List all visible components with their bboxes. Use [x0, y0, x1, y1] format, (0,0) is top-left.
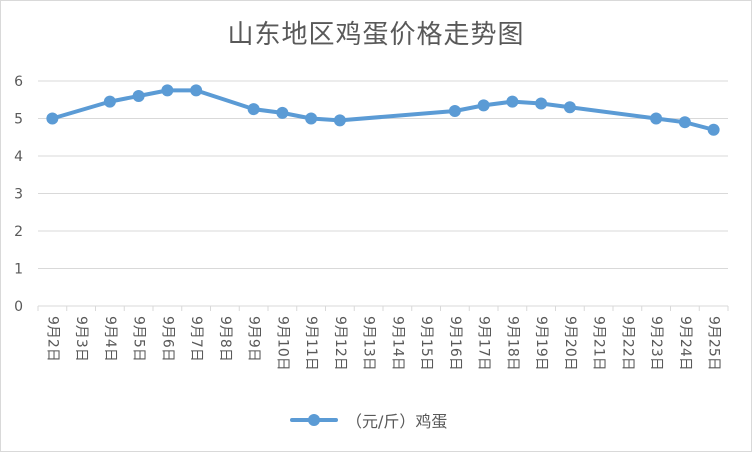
y-axis-ticks: 0 1 2 3 4 5 6 [14, 74, 23, 315]
data-point[interactable] [276, 106, 289, 119]
x-tick-label: 9月3日 [73, 316, 89, 362]
x-tick-label: 9月6日 [159, 316, 175, 362]
x-tick-label: 9月19日 [533, 316, 549, 371]
x-tick-label: 9月7日 [188, 316, 204, 362]
legend[interactable]: （元/斤）鸡蛋 [290, 408, 447, 432]
y-tick-label: 5 [14, 112, 23, 128]
x-tick-label: 9月25日 [706, 316, 722, 371]
data-point[interactable] [707, 123, 720, 136]
x-tick-label: 9月4日 [102, 316, 118, 362]
data-point[interactable] [132, 90, 145, 102]
data-point[interactable] [46, 112, 59, 125]
gridlines [38, 80, 728, 269]
y-tick-label: 6 [14, 74, 23, 90]
chart-title: 山东地区鸡蛋价格走势图 [227, 20, 525, 50]
data-point[interactable] [506, 95, 519, 108]
data-point[interactable] [448, 105, 461, 117]
y-tick-label: 4 [14, 149, 23, 165]
series-egg-price [46, 84, 720, 136]
x-tick-label: 9月16日 [447, 316, 463, 371]
x-tick-label: 9月23日 [648, 316, 664, 371]
x-tick-label: 9月5日 [131, 316, 147, 362]
x-tick-label: 9月18日 [504, 316, 520, 371]
x-tick-label: 9月21日 [591, 316, 607, 371]
x-tick-label: 9月14日 [389, 316, 405, 371]
x-tick-label: 9月22日 [619, 316, 635, 371]
data-point[interactable] [535, 97, 548, 110]
x-tick-label: 9月8日 [217, 316, 233, 362]
legend-dot [308, 414, 320, 426]
x-tick-label: 9月2日 [44, 316, 60, 362]
data-point[interactable] [333, 114, 346, 127]
data-point[interactable] [247, 103, 260, 116]
x-tick-label: 9月10日 [274, 316, 290, 371]
x-tick-label: 9月9日 [246, 316, 262, 362]
x-tick-label: 9月12日 [332, 316, 348, 371]
data-point[interactable] [103, 95, 116, 108]
x-tick-label: 9月13日 [361, 316, 377, 371]
legend-label: （元/斤）鸡蛋 [346, 412, 448, 431]
y-tick-label: 1 [14, 262, 23, 278]
y-tick-label: 3 [14, 187, 23, 203]
data-point[interactable] [563, 101, 576, 114]
x-axis-ticks: 9月2日 9月3日 9月4日 9月5日 9月6日 9月7日 9月8日 9月9日 9月10日 9月1… [37, 306, 729, 371]
x-tick-label: 9月11日 [303, 316, 319, 371]
y-tick-label: 2 [14, 224, 23, 240]
x-tick-label: 9月15日 [418, 316, 434, 371]
data-point[interactable] [161, 84, 174, 97]
data-point[interactable] [305, 112, 318, 125]
data-point[interactable] [650, 112, 663, 125]
series-line [50, 88, 716, 132]
x-tick-label: 9月20日 [562, 316, 578, 371]
y-tick-label: 0 [14, 299, 23, 315]
x-tick-label: 9月24日 [677, 316, 693, 371]
data-point[interactable] [477, 99, 490, 112]
data-point[interactable] [678, 116, 691, 129]
data-point[interactable] [190, 84, 203, 97]
legend-marker [290, 414, 338, 426]
x-tick-label: 9月17日 [476, 316, 492, 371]
